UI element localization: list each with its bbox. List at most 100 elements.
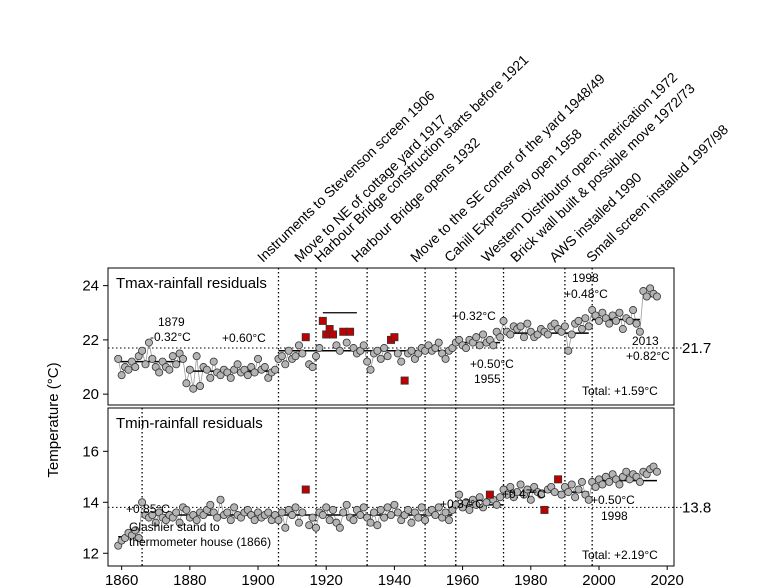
data-point [373, 346, 382, 355]
data-point [298, 508, 307, 517]
data-point [537, 490, 546, 499]
data-point [151, 518, 160, 527]
annotation: +0.32°C [452, 309, 496, 323]
data-point [499, 316, 508, 325]
data-point [475, 341, 484, 350]
data-point [144, 338, 153, 347]
data-point [369, 508, 378, 517]
annotation: -0.32°C [150, 330, 191, 344]
annotation: +0.60°C [222, 331, 266, 345]
data-point [581, 314, 590, 323]
data-point [383, 503, 392, 512]
data-point [434, 503, 443, 512]
data-point [291, 503, 300, 512]
data-point [550, 488, 559, 497]
data-point [271, 365, 280, 374]
data-point [281, 523, 290, 532]
plot-frame [107, 267, 675, 406]
data-point [386, 511, 395, 520]
data-point [172, 508, 181, 517]
data-point [397, 357, 406, 366]
data-point [584, 322, 593, 331]
data-point [117, 371, 126, 380]
data-point [612, 316, 621, 325]
panel-title: Tmin-rainfall residuals [116, 415, 263, 432]
data-point [308, 513, 317, 522]
data-point [605, 319, 614, 328]
data-point [243, 371, 252, 380]
data-point [305, 521, 314, 530]
data-point [288, 511, 297, 520]
data-point [571, 493, 580, 502]
data-point [342, 500, 351, 509]
data-point [482, 498, 491, 507]
data-point [138, 346, 147, 355]
data-point [356, 511, 365, 520]
data-point [431, 511, 440, 520]
data-point [376, 505, 385, 514]
data-point [213, 513, 222, 522]
outlier-point [390, 333, 399, 342]
data-point [141, 360, 150, 369]
data-point [451, 500, 460, 509]
data-point [526, 495, 535, 504]
data-point [523, 485, 532, 494]
annotation: +0.48°C [564, 287, 608, 301]
data-point [226, 516, 235, 525]
x-tick-label: 1900 [241, 572, 274, 588]
data-point [605, 477, 614, 486]
annotation: +0.50°C [591, 493, 635, 507]
data-point [226, 373, 235, 382]
data-point [250, 368, 259, 377]
annotation: 1879 [158, 315, 185, 329]
data-point [577, 325, 586, 334]
data-point [441, 354, 450, 363]
data-point [635, 327, 644, 336]
data-point [124, 365, 133, 374]
data-point [513, 488, 522, 497]
data-point [294, 341, 303, 350]
data-point [264, 508, 273, 517]
data-point [291, 352, 300, 361]
data-point [148, 354, 157, 363]
data-point [472, 333, 481, 342]
data-point [168, 352, 177, 361]
data-point [615, 308, 624, 317]
data-point [376, 354, 385, 363]
data-point [502, 490, 511, 499]
data-point [363, 357, 372, 366]
plot-frame [107, 407, 675, 567]
data-point [519, 333, 528, 342]
annotation: +0.47°C [502, 487, 546, 501]
outlier-point [318, 316, 327, 325]
data-point [192, 352, 201, 361]
data-point [274, 516, 283, 525]
data-point [564, 488, 573, 497]
data-point [404, 505, 413, 514]
outlier-point [485, 490, 494, 499]
data-point [281, 360, 290, 369]
data-point [652, 292, 661, 301]
data-point [506, 330, 515, 339]
data-point [652, 467, 661, 476]
data-point [496, 333, 505, 342]
outlier-point [554, 475, 563, 484]
data-point [196, 382, 205, 391]
y-tick-label: 20 [82, 386, 99, 403]
data-point [260, 363, 269, 372]
data-point [179, 354, 188, 363]
data-point [182, 379, 191, 388]
data-point [465, 505, 474, 514]
data-point [615, 480, 624, 489]
data-point [577, 477, 586, 486]
data-point [216, 495, 225, 504]
data-point [175, 518, 184, 527]
data-point [557, 490, 566, 499]
data-point [339, 508, 348, 517]
data-point [567, 480, 576, 489]
data-point [206, 500, 215, 509]
data-point [315, 344, 324, 353]
data-point [393, 508, 402, 517]
data-point [591, 482, 600, 491]
data-point [523, 319, 532, 328]
